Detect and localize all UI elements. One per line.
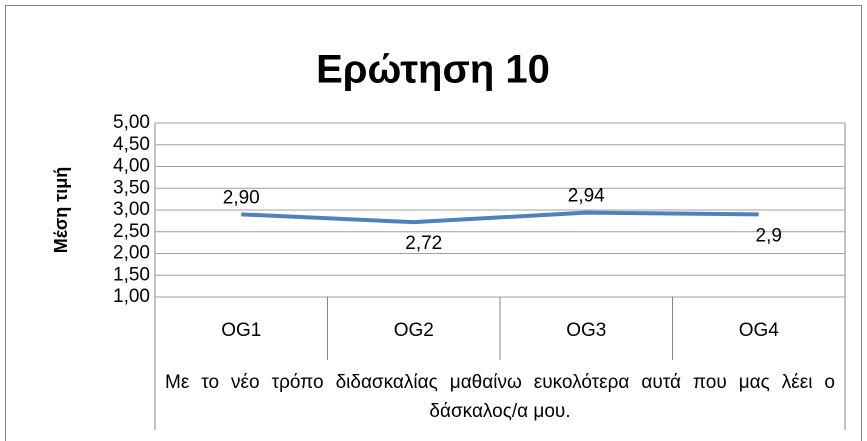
chart-border xyxy=(5,5,862,441)
chart-title: Ερώτηση 10 xyxy=(316,48,550,92)
data-label: 2,94 xyxy=(568,186,605,207)
y-tick-label: 5,00 xyxy=(113,112,150,133)
x-axis-label: Με το νέο τρόπο διδασκαλίας μαθαίνω ευκο… xyxy=(165,372,835,422)
y-tick-label: 4,50 xyxy=(113,134,150,155)
y-tick-label: 3,00 xyxy=(113,199,150,220)
x-tick-label: OG2 xyxy=(394,320,434,341)
x-tick-label: OG1 xyxy=(221,320,261,341)
y-tick-label: 4,00 xyxy=(113,156,150,177)
y-tick-label: 2,00 xyxy=(113,243,150,264)
y-tick-label: 1,00 xyxy=(113,286,150,307)
y-tick-label: 1,50 xyxy=(113,264,150,285)
line xyxy=(241,210,759,225)
x-tick-label: OG3 xyxy=(566,320,606,341)
data-label: 2,72 xyxy=(405,233,442,254)
y-axis-label: Μέση τιμή xyxy=(51,167,71,253)
data-label: 2,90 xyxy=(223,187,260,208)
y-tick-label: 3,50 xyxy=(113,177,150,198)
x-axis-label-box: Με το νέο τρόπο διδασκαλίας μαθαίνω ευκο… xyxy=(165,372,835,422)
data-label: 2,9 xyxy=(756,225,782,246)
y-tick-label: 2,50 xyxy=(113,221,150,242)
x-tick-label: OG4 xyxy=(739,320,780,341)
